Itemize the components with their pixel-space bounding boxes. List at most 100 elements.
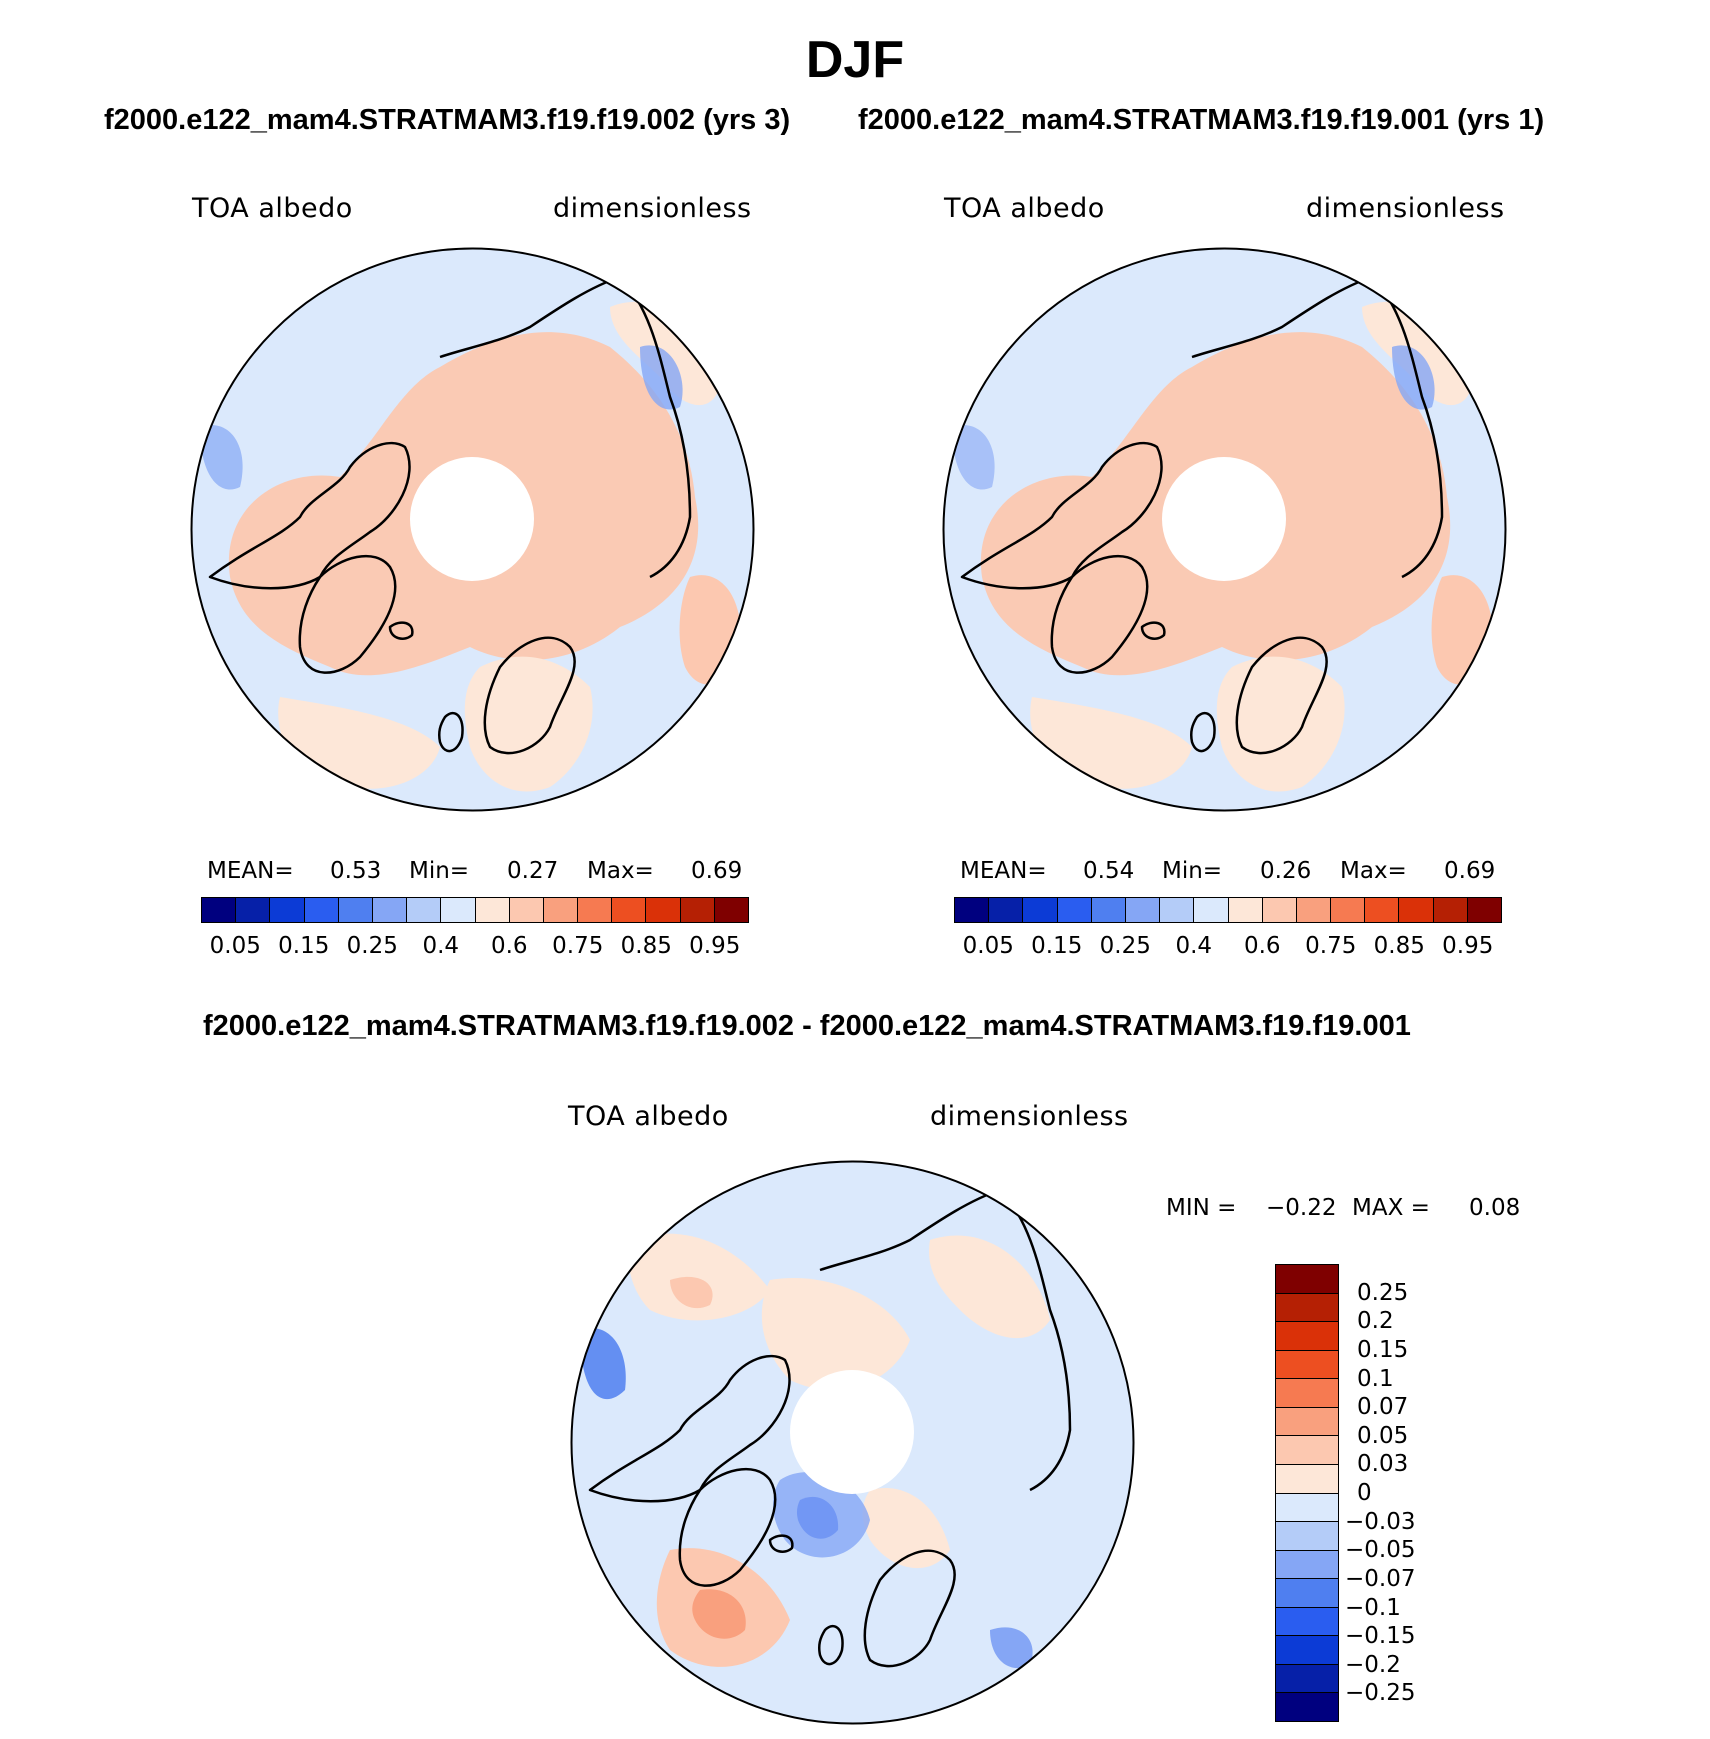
map2-coast-siberia [1191,275,1444,579]
map3-shade-3 [929,1235,1050,1339]
colorbar-tick-label: 0.25 [1099,933,1151,959]
colorbar-swatch [1262,898,1297,922]
colorbar-swatch [475,898,510,922]
panel1-max-label: Max= [587,858,654,884]
colorbar-swatch [955,898,990,922]
colorbar-swatch [646,898,681,922]
panel2-mean-value: 0.54 [1083,858,1135,884]
colorbar-swatch [1276,1265,1338,1294]
colorbar-swatch [1194,898,1229,922]
diff-min-label: MIN = [1166,1195,1237,1221]
map1-shade-europe [464,656,593,792]
polar-map-difference [570,1160,1135,1725]
colorbar-swatch [1023,898,1058,922]
diff-max-label: MAX = [1352,1195,1430,1221]
map1-coast-canada [208,441,411,590]
colorbar-tick-label: 0.4 [1175,933,1213,959]
map2-pole-hole [1162,457,1286,581]
colorbar-tick-label: 0.15 [278,933,330,959]
colorbar-swatch [1433,898,1468,922]
colorbar-swatch [1160,898,1195,922]
map3-coast-britain [817,1624,844,1666]
colorbar-tick-label: 0.25 [346,933,398,959]
map1-shade-blue-2 [200,425,243,490]
colorbar-tick-label: −0.25 [1345,1680,1416,1707]
colorbar-tick-label: 0.75 [1305,933,1357,959]
map3-shade-blue-1 [580,1328,626,1400]
map3-shade-blue-4 [990,1627,1033,1669]
panel2-max-label: Max= [1340,858,1407,884]
diff-max-value: 0.08 [1469,1195,1521,1221]
colorbar-swatch [1276,1350,1338,1380]
map3-shade-7 [670,1276,713,1309]
map1-coast-iceland [388,621,414,640]
map2-coast-scandinavia [1235,636,1328,755]
colorbar-tick-label: 0.4 [422,933,460,959]
map3-coast-siberia [819,1188,1072,1492]
colorbar-tick-label: 0.05 [209,933,261,959]
colorbar-swatch [1276,1493,1338,1523]
colorbar-tick-label: 0.15 [1357,1336,1409,1363]
colorbar-swatch [372,898,408,922]
colorbar-swatch [680,898,715,922]
map3-coast-canada [588,1354,791,1503]
panel1-variable-label: TOA albedo [192,193,353,224]
colorbar-swatch [1276,1636,1338,1665]
colorbar-swatch [1276,1579,1338,1608]
colorbar-tick-label: −0.03 [1345,1508,1416,1535]
colorbar-tick-label: 0.75 [552,933,604,959]
colorbar-swatch [441,898,476,922]
diff-units-label: dimensionless [930,1101,1129,1132]
panel1-mean-value: 0.53 [330,858,382,884]
colorbar-tick-label: 0.95 [1442,933,1494,959]
colorbar-swatch [236,898,271,922]
colorbar-swatch [1276,1693,1338,1721]
colorbar-swatch [407,898,442,922]
colorbar-swatch [1331,898,1366,922]
colorbar-swatch [1276,1293,1338,1323]
colorbar-swatch [509,898,544,922]
colorbar-swatch [1125,898,1161,922]
colorbar-swatch [1276,1464,1338,1494]
map3-coast-scandinavia [863,1549,956,1668]
case2-title: f2000.e122_mam4.STRATMAM3.f19.f19.001 (y… [858,104,1545,136]
colorbar-case1 [201,897,749,923]
colorbar-swatch [578,898,613,922]
map1-coast-siberia [439,275,692,579]
panel2-min-label: Min= [1162,858,1223,884]
map2-shade-blue-2 [952,425,995,490]
case1-title: f2000.e122_mam4.STRATMAM3.f19.f19.002 (y… [104,104,791,136]
map3-shade-1 [628,1233,770,1321]
polar-map-case1 [190,247,755,812]
panel2-variable-label: TOA albedo [944,193,1105,224]
colorbar-tick-label: −0.1 [1345,1594,1401,1621]
colorbar-swatch [612,898,647,922]
colorbar-swatch [1276,1436,1338,1465]
colorbar-swatch [1276,1607,1338,1637]
colorbar-swatch [1467,898,1501,922]
colorbar-swatch [1228,898,1263,922]
panel1-min-value: 0.27 [507,858,559,884]
colorbar-tick-label: 0.6 [1243,933,1281,959]
map3-shade-2 [761,1278,910,1390]
map2-coast-canada [960,441,1163,590]
map1-shade-blue-1 [640,345,683,410]
colorbar-difference [1275,1264,1339,1722]
panel1-mean-label: MEAN= [207,858,294,884]
colorbar-swatch [1276,1379,1338,1408]
panel2-units-label: dimensionless [1306,193,1505,224]
colorbar-swatch [1276,1550,1338,1580]
colorbar-swatch [1276,1664,1338,1694]
colorbar-tick-label: 0.2 [1357,1308,1394,1335]
colorbar-swatch [989,898,1024,922]
map2-coast-greenland [1050,554,1149,674]
colorbar-tick-label: 0.85 [1373,933,1425,959]
colorbar-tick-label: 0.25 [1357,1279,1409,1306]
diff-title: f2000.e122_mam4.STRATMAM3.f19.f19.002 - … [203,1010,1411,1042]
map2-shade-europe [1216,656,1345,792]
colorbar-swatch [1276,1407,1338,1437]
colorbar-tick-label: 0.07 [1357,1394,1409,1421]
map2-coast-britain [1189,711,1216,753]
map3-coast-iceland [768,1534,794,1553]
diff-variable-label: TOA albedo [568,1101,729,1132]
